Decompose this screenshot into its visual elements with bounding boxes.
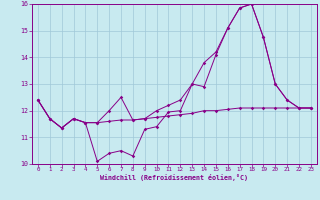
X-axis label: Windchill (Refroidissement éolien,°C): Windchill (Refroidissement éolien,°C) xyxy=(100,174,248,181)
